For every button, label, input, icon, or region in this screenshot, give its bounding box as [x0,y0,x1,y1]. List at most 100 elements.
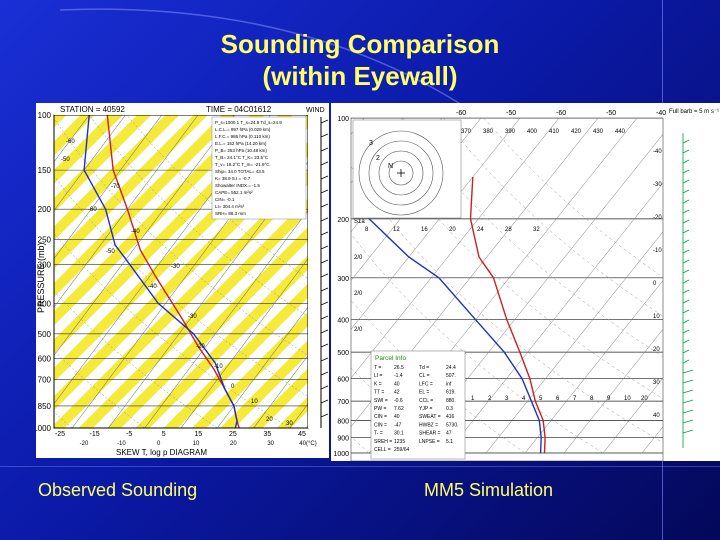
observed-skewt-chart: STATION = 40592 TIME = 04C01612 WIND P_s… [36,103,329,458]
parcel-value: YJP = [419,406,432,412]
observed-sounding-panel: STATION = 40592 TIME = 04C01612 WIND P_s… [36,103,329,458]
theta-label: 420 [571,129,582,135]
info-line: Ship= 34.0 TOTAL= 43.5 [215,169,265,174]
right-edge-label: -10 [653,248,662,254]
wind-barb [683,140,689,143]
wind-barb [683,220,689,223]
isotherm-line [447,118,715,453]
time-label: TIME = 04C01612 [206,105,272,114]
theta-label: 390 [505,129,516,135]
dry-adiabat [443,118,720,453]
y-tick-label: 300 [337,276,349,283]
info-line: LI= 304.4 m²s² [215,204,245,209]
theta-label: 380 [483,129,494,135]
hodograph-label: N [388,163,393,170]
x-tick-label: 5 [162,431,166,438]
bottom-label: 10 [624,396,631,402]
x-axis-label: SKEW T, log p DIAGRAM [116,448,207,457]
mixing-ratio-label: 8 [365,227,369,233]
parcel-value: Td = [419,365,429,371]
parcel-value: -0.6 [394,398,403,404]
isotherm-label: -30 [171,264,180,270]
wind-barb [683,250,689,253]
parcel-value: inf [446,381,452,387]
wind-barb [683,190,689,193]
wind-barb [683,170,689,173]
parcel-value: TT = [374,390,384,396]
parcel-value: 7.62 [394,406,404,412]
caption-mm5: MM5 Simulation [424,480,553,501]
right-edge-label: 10 [653,314,660,320]
wind-barb [683,240,689,243]
parcel-value: 47 [446,431,452,437]
parcel-value: T = [374,365,381,371]
wind-barb [683,300,689,303]
parcel-value: 26.5 [394,365,404,371]
slide-title: Sounding Comparison (within Eyewall) [0,28,720,92]
info-line: P_s=1000.1 T_s=24.9 Td_s=24.9 [215,120,282,125]
x-tick-label-secondary: 40(°C) [299,441,316,447]
mm5-skewt-chart: 32N Parcel InfoT = 26.5 Td = 24.4LI = -1.4 CL… [331,103,720,461]
info-line: T_B= 24.1°C T_K= 23.5°C [215,155,269,160]
top-label: -50 [506,110,516,117]
isotherm-line [603,118,720,453]
info-line: Showalter INDX.= -1.5 [215,183,260,188]
isotherm-label: -60 [66,139,75,145]
x-tick-label-secondary: -10 [117,441,126,447]
parcel-value: 0.3 [446,406,453,412]
mixing-ratio-label: 32 [533,227,540,233]
y-tick-label: 200 [337,217,349,224]
parcel-value: 40 [394,414,400,420]
theta-label: 400 [527,129,538,135]
wind-barb [683,260,689,263]
info-line: L.C.L.= 997 hPa (0.029 km) [215,127,271,132]
parcel-value: 259/64 [394,447,410,453]
y-tick-label: 800 [337,419,349,426]
info-line: L.F.C.= 986 hPa (0.110 km) [215,134,270,139]
isotherm-line [525,118,720,453]
x-tick-label: 15 [194,431,202,438]
isotherm-line [564,118,720,453]
right-edge-label: 20 [653,347,660,353]
parcel-value: SREH = [374,439,392,445]
x-tick-label-secondary: 10 [193,441,200,447]
y-tick-label: 400 [337,318,349,325]
mixing-ratio-label: 12 [393,227,400,233]
info-line: P_B= 253 hPa (10.48 km) [215,148,267,153]
info-line: SRH= 88.3 mm [215,211,246,216]
wind-barb [683,270,689,273]
parcel-value: 5730. [446,422,459,428]
parcel-value: CELL = [374,447,391,453]
theta-label: 370 [461,129,472,135]
parcel-value: 416 [446,414,455,420]
isotherm-label: -30 [188,314,197,320]
parcel-value: 619. [446,390,456,396]
y-tick-label: 100 [337,116,349,123]
x-tick-label: 25 [229,431,237,438]
parcel-value: 880. [446,398,456,404]
isotherm-label: -40 [148,284,157,290]
parcel-value: -1.4 [394,373,403,379]
wind-barb [683,420,693,423]
parcel-value: LI = [374,373,383,379]
upper-left-label: 2/0 [354,255,363,261]
top-label: -60 [456,110,466,117]
wind-barb [683,290,689,293]
y-tick-label: 900 [337,436,349,443]
parcel-value: HWBZ = [419,422,438,428]
temperature-profile [471,177,546,453]
wind-barb [683,340,689,343]
mixing-ratio-label: 16 [421,227,428,233]
y-tick-label: 600 [38,355,52,364]
wind-barb [683,370,693,373]
isotherm-label: 30 [286,421,293,427]
wind-barb [683,230,689,233]
parcel-value: CCL = [419,398,433,404]
x-tick-label: 35 [264,431,272,438]
upper-left-label: 2/0 [354,291,363,297]
parcel-value: CIN = [374,422,387,428]
wind-barb [683,380,693,383]
parcel-value: -47 [394,422,401,428]
wind-barb [683,330,689,333]
top-label: -60 [556,110,566,117]
